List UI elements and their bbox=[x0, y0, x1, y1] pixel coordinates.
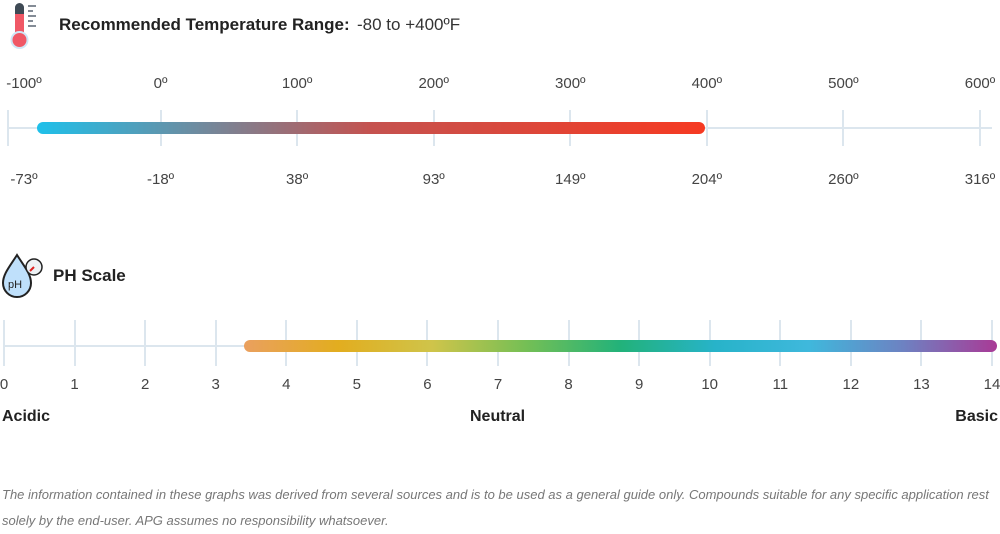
fahrenheit-label: 100º bbox=[281, 75, 313, 92]
ph-value-label: 6 bbox=[423, 376, 432, 393]
thermometer-icon bbox=[6, 2, 36, 55]
ph-value-label: 7 bbox=[493, 376, 503, 393]
ph-value-label: 14 bbox=[983, 376, 1000, 393]
ph-tick bbox=[144, 320, 147, 366]
ph-range-bar bbox=[243, 340, 997, 352]
fahrenheit-label: 400º bbox=[691, 75, 723, 92]
celsius-label: -73º bbox=[10, 171, 38, 188]
ph-title: PH Scale bbox=[53, 266, 126, 285]
temperature-range: -80 to +400ºF bbox=[357, 15, 461, 34]
temperature-tick bbox=[7, 110, 9, 146]
celsius-label: 93º bbox=[422, 171, 445, 188]
ph-tick bbox=[214, 320, 217, 366]
disclaimer-note: The information contained in these graph… bbox=[2, 487, 989, 528]
celsius-label: -18º bbox=[146, 171, 175, 188]
celsius-label: 260º bbox=[828, 171, 859, 188]
celsius-label: 149º bbox=[555, 171, 586, 188]
temperature-tick bbox=[842, 110, 845, 146]
ph-value-label: 12 bbox=[842, 376, 860, 393]
ph-value-label: 11 bbox=[772, 376, 789, 393]
fahrenheit-label: 300º bbox=[555, 75, 586, 92]
svg-text:pH: pH bbox=[8, 279, 22, 291]
ph-value-label: 2 bbox=[140, 376, 150, 393]
ph-drop-icon: pH bbox=[0, 252, 46, 305]
ph-value-label: 10 bbox=[701, 376, 719, 393]
ph-tick bbox=[3, 320, 5, 366]
ph-value-label: 3 bbox=[211, 376, 220, 393]
acidic-label: Acidic bbox=[2, 408, 51, 425]
ph-value-label: 1 bbox=[70, 376, 79, 393]
temperature-tick bbox=[978, 110, 981, 146]
fahrenheit-label: 200º bbox=[418, 75, 449, 92]
temperature-tick bbox=[705, 110, 708, 146]
ph-value-label: 4 bbox=[282, 376, 291, 393]
temperature-range-bar bbox=[37, 122, 705, 134]
fahrenheit-label: 500º bbox=[828, 75, 859, 92]
basic-label: Basic bbox=[955, 408, 998, 425]
ph-tick bbox=[73, 320, 76, 366]
fahrenheit-label: 600º bbox=[964, 75, 996, 92]
temperature-title: Recommended Temperature Range: bbox=[59, 15, 350, 34]
ph-value-label: 13 bbox=[913, 376, 930, 393]
celsius-label: 38º bbox=[286, 171, 309, 188]
fahrenheit-label: 0º bbox=[153, 75, 168, 92]
neutral-label: Neutral bbox=[470, 408, 526, 425]
celsius-label: 204º bbox=[691, 171, 723, 188]
ph-value-label: 8 bbox=[564, 376, 573, 393]
celsius-label: 316º bbox=[964, 171, 996, 188]
fahrenheit-label: -100º bbox=[6, 75, 42, 92]
ph-value-label: 0 bbox=[0, 376, 9, 393]
ph-value-label: 9 bbox=[634, 376, 644, 393]
ph-value-label: 5 bbox=[352, 376, 362, 393]
